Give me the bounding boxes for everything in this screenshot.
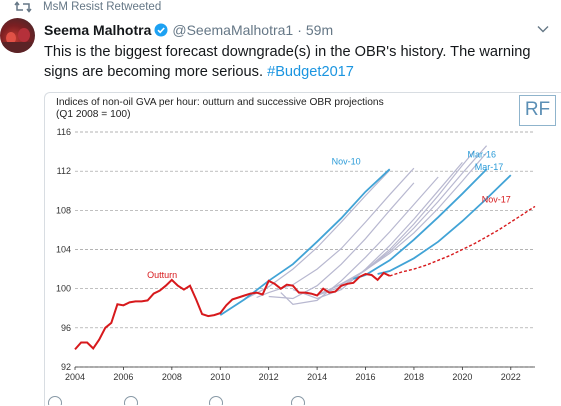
x-tick-label: 2004 — [65, 372, 85, 382]
like-icon[interactable] — [209, 396, 223, 405]
chevron-down-icon[interactable] — [537, 24, 549, 34]
y-tick-label: 96 — [61, 323, 71, 333]
series-line-projection — [328, 152, 488, 291]
tweet-body: This is the biggest forecast downgrade(s… — [44, 44, 531, 80]
annotation-outturn: Outturn — [147, 270, 177, 280]
series-line-nov-10 — [219, 168, 391, 316]
chart-subtitle: (Q1 2008 = 100) — [56, 109, 131, 120]
series-line-projection — [292, 162, 463, 300]
x-tick-label: 2014 — [307, 372, 327, 382]
series-line-projection — [316, 145, 488, 296]
retweet-icon — [14, 1, 32, 13]
tweet-actions — [44, 396, 524, 405]
x-tick-label: 2020 — [452, 372, 472, 382]
share-icon[interactable] — [291, 396, 305, 405]
tweet-timestamp[interactable]: 59m — [305, 22, 334, 38]
y-tick-label: 92 — [61, 362, 71, 372]
chart-title: Indices of non-oil GVA per hour: outturn… — [56, 97, 384, 108]
x-tick-label: 2006 — [113, 372, 133, 382]
chart-title-block: Indices of non-oil GVA per hour: outturn… — [56, 97, 384, 121]
y-tick-label: 100 — [56, 284, 71, 294]
series-line-nov-17 — [389, 205, 536, 277]
y-tick-label: 108 — [56, 205, 71, 215]
author-name[interactable]: Seema Malhotra — [44, 22, 152, 38]
x-tick-label: 2008 — [162, 372, 182, 382]
tweet-header: Seema Malhotra @SeemaMalhotra1 · 59m — [44, 20, 531, 40]
series-line-projection — [268, 182, 415, 300]
series-line-projection — [244, 169, 391, 300]
series-line-mar-17 — [377, 174, 512, 275]
x-tick-label: 2012 — [259, 372, 279, 382]
chart-plot: 92 96 100 104 108 112 116 2004 2006 2008 2010 2012 2… — [56, 127, 536, 382]
chart-image[interactable]: Indices of non-oil GVA per hour: outturn… — [44, 92, 561, 406]
y-tick-label: 104 — [56, 245, 71, 255]
avatar[interactable] — [0, 18, 35, 53]
series-line-mar-16 — [353, 168, 488, 280]
annotation-nov-10: Nov-10 — [332, 156, 361, 166]
annotation-nov-17: Nov-17 — [482, 195, 511, 205]
retweet-label[interactable]: MsM Resist Retweeted — [43, 1, 162, 13]
y-tick-label: 112 — [57, 166, 71, 176]
x-tick-label: 2016 — [356, 372, 376, 382]
series-line-projection — [256, 167, 415, 299]
y-tick-label: 116 — [57, 127, 71, 137]
series-line-projection — [280, 176, 439, 305]
series-line-outturn — [74, 271, 391, 351]
annotation-mar-17: Mar-17 — [475, 162, 504, 172]
x-tick-label: 2022 — [501, 372, 521, 382]
annotation-mar-16: Mar-16 — [467, 149, 496, 159]
tweet-text: This is the biggest forecast downgrade(s… — [44, 42, 549, 82]
retweet-indicator: MsM Resist Retweeted — [14, 0, 161, 14]
hashtag-link[interactable]: #Budget2017 — [267, 64, 354, 80]
x-tick-label: 2018 — [404, 372, 424, 382]
retweet-action-icon[interactable] — [124, 396, 138, 405]
rf-logo: RF — [519, 95, 556, 126]
verified-badge-icon — [154, 23, 168, 37]
x-tick-label: 2010 — [210, 372, 230, 382]
author-handle[interactable]: @SeemaMalhotra1 — [172, 22, 294, 38]
header-separator: · — [297, 22, 302, 38]
series-line-projection — [304, 150, 475, 297]
reply-icon[interactable] — [48, 396, 62, 405]
